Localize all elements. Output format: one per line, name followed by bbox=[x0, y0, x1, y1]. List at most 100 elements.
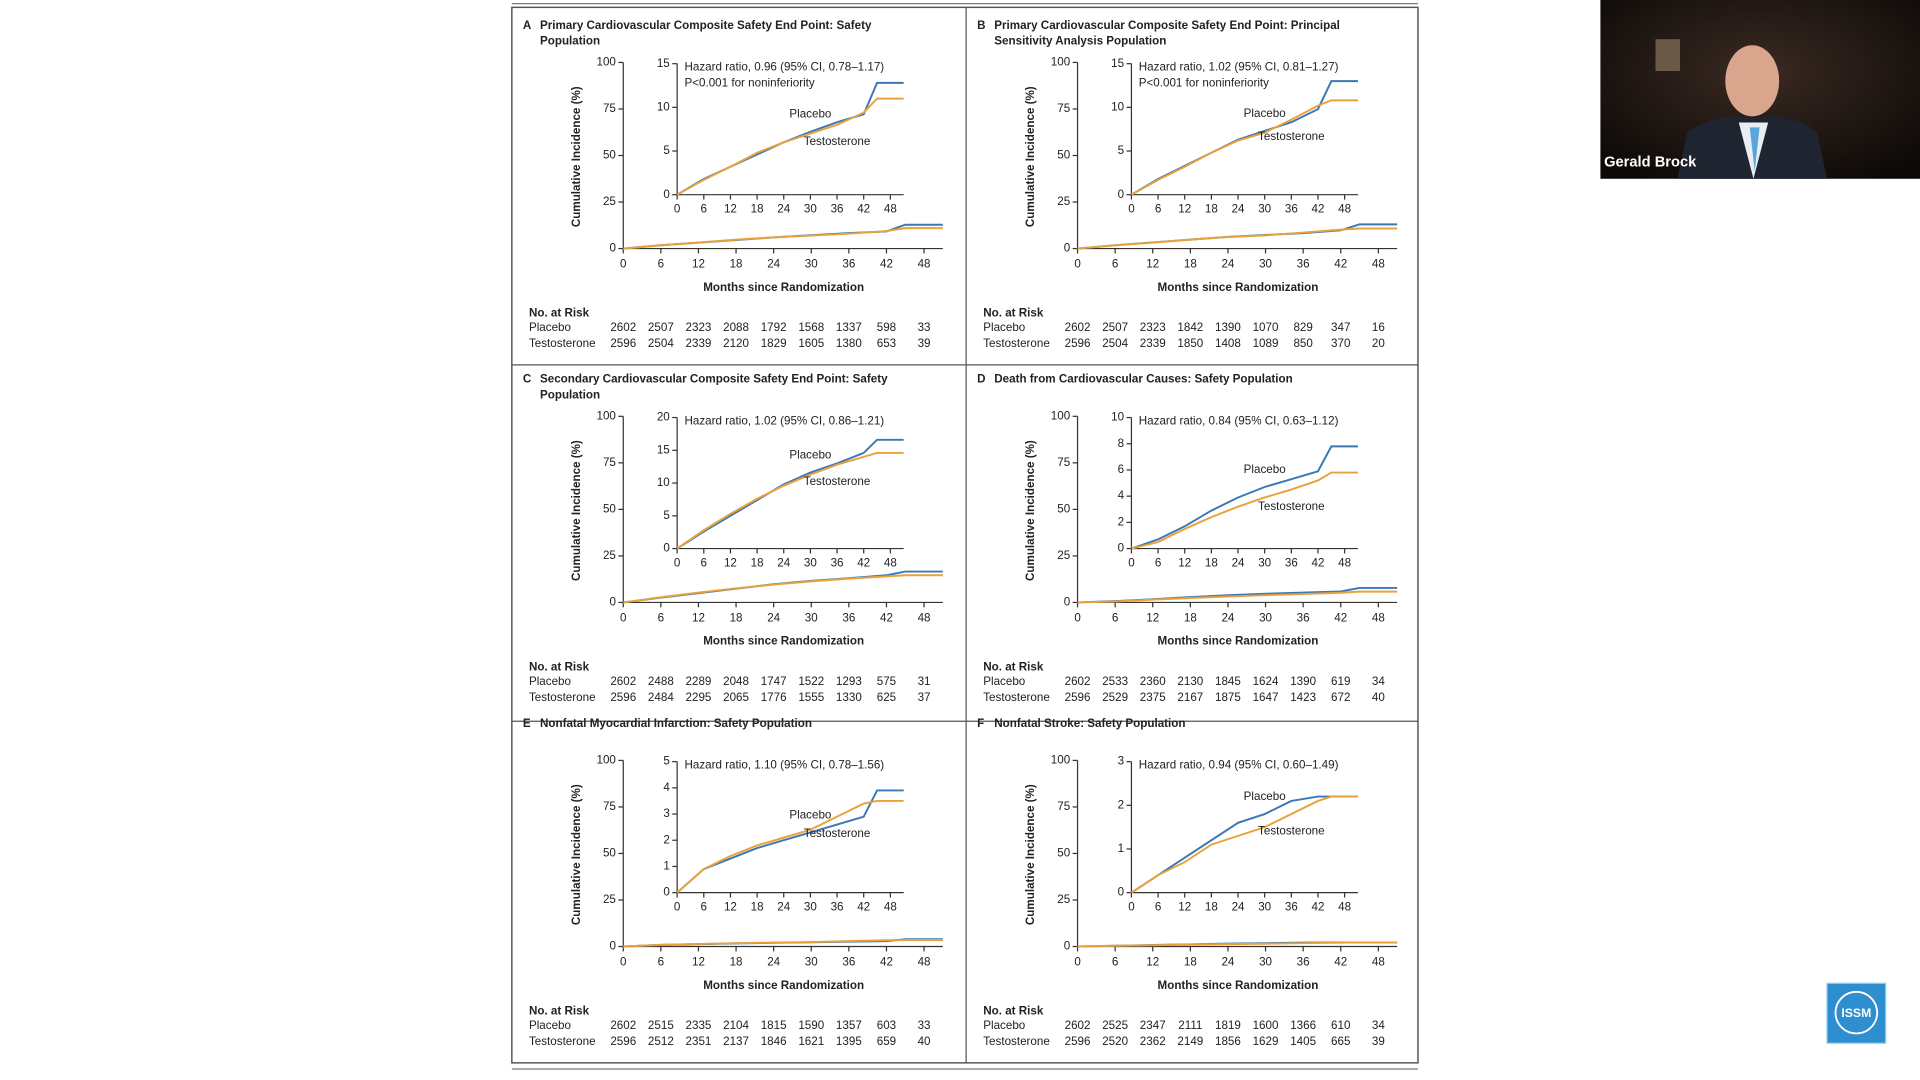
inset-x-tick-label: 30 bbox=[804, 556, 817, 569]
y-axis-label: Cumulative Incidence (%) bbox=[1024, 784, 1037, 925]
risk-value: 2347 bbox=[1140, 1019, 1166, 1032]
x-tick-label: 30 bbox=[1259, 258, 1272, 271]
risk-value: 2504 bbox=[648, 337, 674, 350]
picture-frame bbox=[1655, 39, 1680, 72]
inset-curve bbox=[676, 451, 904, 550]
inset-x-tick-label: 42 bbox=[857, 556, 870, 569]
inset-x-tick-label: 18 bbox=[1205, 556, 1218, 569]
risk-value: 2529 bbox=[1102, 691, 1128, 704]
panel-title: Population bbox=[540, 35, 600, 48]
x-tick-label: 42 bbox=[880, 611, 893, 624]
risk-value: 1366 bbox=[1290, 1019, 1316, 1032]
risk-value: 33 bbox=[918, 321, 931, 334]
x-axis-label: Months since Randomization bbox=[703, 281, 864, 294]
inset-curve bbox=[1130, 795, 1358, 894]
series-label: Placebo bbox=[1244, 790, 1286, 803]
y-tick-label: 75 bbox=[1057, 456, 1070, 469]
y-tick-label: 100 bbox=[1051, 753, 1071, 766]
risk-value: 1555 bbox=[798, 691, 824, 704]
y-tick-label: 25 bbox=[1057, 549, 1070, 562]
inset-x-tick-label: 42 bbox=[1312, 202, 1325, 215]
y-axis-label: Cumulative Incidence (%) bbox=[570, 440, 583, 581]
panel-letter: F bbox=[977, 717, 984, 730]
x-axis-label: Months since Randomization bbox=[703, 979, 864, 992]
risk-value: 1293 bbox=[836, 675, 862, 688]
risk-row-label: Placebo bbox=[983, 675, 1025, 688]
risk-row-label: Placebo bbox=[529, 321, 571, 334]
inset-y-tick-label: 2 bbox=[1118, 798, 1124, 811]
risk-value: 672 bbox=[1331, 691, 1350, 704]
risk-value: 39 bbox=[1372, 1035, 1385, 1048]
webcam: Gerald Brock bbox=[1600, 0, 1920, 179]
x-tick-label: 48 bbox=[1372, 258, 1385, 271]
risk-value: 1647 bbox=[1253, 691, 1279, 704]
risk-value: 2120 bbox=[723, 337, 749, 350]
series-label: Testosterone bbox=[1258, 824, 1325, 837]
x-tick-label: 0 bbox=[1074, 956, 1081, 969]
main-curve bbox=[1077, 941, 1398, 948]
main-curve bbox=[623, 227, 943, 250]
risk-value: 1390 bbox=[1290, 675, 1316, 688]
inset-curve bbox=[1131, 471, 1358, 550]
risk-value: 653 bbox=[877, 337, 896, 350]
inset-x-tick-label: 6 bbox=[701, 556, 707, 569]
x-tick-label: 48 bbox=[1372, 956, 1385, 969]
risk-value: 2520 bbox=[1102, 1035, 1128, 1048]
y-tick-label: 75 bbox=[603, 102, 616, 115]
risk-value: 2596 bbox=[1065, 691, 1091, 704]
y-axis-label: Cumulative Incidence (%) bbox=[1024, 440, 1037, 581]
risk-value: 1846 bbox=[761, 1035, 787, 1048]
y-tick-label: 50 bbox=[603, 847, 616, 860]
logo-text: ISSM bbox=[1841, 1006, 1871, 1020]
risk-value: 39 bbox=[918, 337, 931, 350]
risk-value: 40 bbox=[918, 1035, 931, 1048]
inset-x-tick-label: 24 bbox=[777, 900, 790, 913]
series-label: Placebo bbox=[789, 808, 831, 821]
series-label: Testosterone bbox=[804, 475, 871, 488]
inset-x-tick-label: 30 bbox=[804, 202, 817, 215]
risk-value: 2602 bbox=[1065, 675, 1091, 688]
x-tick-label: 0 bbox=[1074, 611, 1081, 624]
risk-value: 2137 bbox=[723, 1035, 749, 1048]
annotation: Hazard ratio, 1.02 (95% CI, 0.81–1.27) bbox=[1139, 60, 1339, 73]
inset-y-tick-label: 4 bbox=[663, 781, 670, 794]
risk-value: 370 bbox=[1331, 337, 1351, 350]
risk-value: 2504 bbox=[1102, 337, 1128, 350]
risk-value: 829 bbox=[1293, 321, 1312, 334]
annotation: Hazard ratio, 0.94 (95% CI, 0.60–1.49) bbox=[1139, 758, 1339, 771]
panel: C Secondary Cardiovascular Composite Safe… bbox=[523, 373, 943, 704]
risk-value: 2484 bbox=[648, 691, 674, 704]
x-tick-label: 6 bbox=[658, 258, 664, 271]
inset-y-tick-label: 8 bbox=[1118, 437, 1124, 450]
x-tick-label: 18 bbox=[1184, 956, 1197, 969]
risk-value: 2362 bbox=[1140, 1035, 1166, 1048]
inset-x-tick-label: 12 bbox=[1178, 202, 1191, 215]
inset-x-tick-label: 0 bbox=[674, 202, 681, 215]
risk-value: 598 bbox=[877, 321, 896, 334]
y-tick-label: 25 bbox=[603, 549, 616, 562]
inset-x-tick-label: 42 bbox=[1312, 900, 1325, 913]
y-tick-label: 25 bbox=[603, 893, 616, 906]
x-tick-label: 48 bbox=[918, 258, 931, 271]
x-tick-label: 36 bbox=[1297, 611, 1310, 624]
inset-x-tick-label: 30 bbox=[1258, 900, 1271, 913]
annotation: Hazard ratio, 1.10 (95% CI, 0.78–1.56) bbox=[684, 758, 884, 771]
risk-title: No. at Risk bbox=[529, 1005, 590, 1018]
series-label: Testosterone bbox=[1258, 500, 1325, 513]
y-tick-label: 50 bbox=[603, 149, 616, 162]
inset-y-tick-label: 15 bbox=[657, 443, 670, 456]
inset-x-tick-label: 36 bbox=[1285, 202, 1298, 215]
inset-y-tick-label: 0 bbox=[1118, 188, 1125, 201]
inset-x-tick-label: 6 bbox=[701, 900, 707, 913]
inset-x-tick-label: 12 bbox=[1178, 556, 1191, 569]
inset-x-tick-label: 36 bbox=[1285, 556, 1298, 569]
risk-value: 603 bbox=[877, 1019, 896, 1032]
y-tick-label: 0 bbox=[609, 940, 616, 953]
y-tick-label: 50 bbox=[1057, 847, 1070, 860]
y-tick-label: 100 bbox=[1051, 56, 1071, 69]
risk-value: 2602 bbox=[610, 675, 636, 688]
risk-value: 347 bbox=[1331, 321, 1350, 334]
inset-y-tick-label: 5 bbox=[663, 144, 669, 157]
annotation: Hazard ratio, 0.96 (95% CI, 0.78–1.17) bbox=[684, 60, 884, 73]
risk-value: 20 bbox=[1372, 337, 1385, 350]
